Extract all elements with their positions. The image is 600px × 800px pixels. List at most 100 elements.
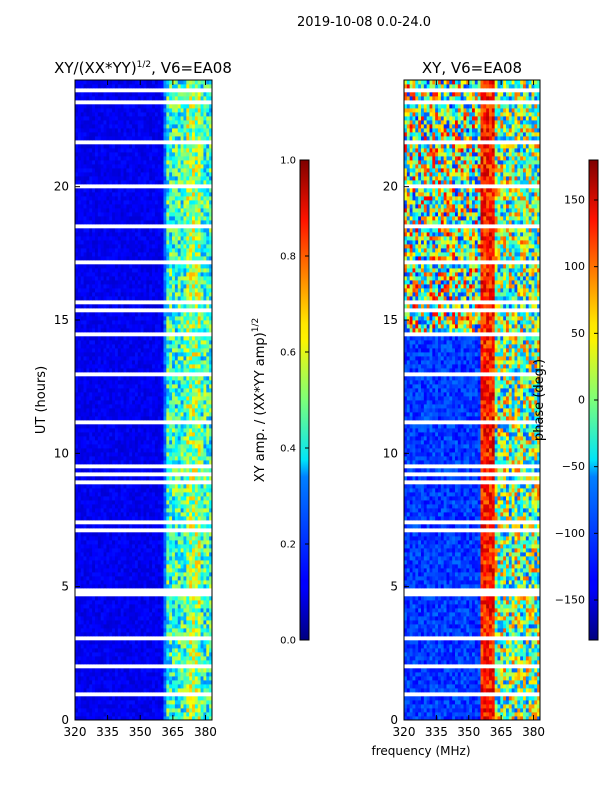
heat-cell — [206, 568, 210, 573]
heat-cell — [194, 412, 199, 417]
heat-cell — [186, 488, 190, 493]
heat-cell — [186, 596, 190, 601]
heat-cell — [200, 656, 204, 661]
heat-cell — [160, 688, 164, 693]
heat-cell — [112, 328, 116, 333]
heat-cell — [209, 292, 213, 297]
heat-cell — [134, 524, 139, 529]
heat-cell — [94, 648, 99, 653]
heat-cell — [112, 716, 116, 721]
heat-cell — [209, 604, 213, 609]
heat-cell — [137, 632, 142, 637]
heat-cell — [154, 500, 159, 505]
heat-cell — [86, 696, 90, 701]
heat-cell — [172, 368, 176, 373]
heat-cell — [117, 572, 122, 577]
heat-cell — [143, 392, 147, 397]
heat-cell — [114, 564, 119, 569]
heat-cell — [200, 560, 204, 565]
heat-cell — [174, 360, 179, 365]
heat-cell — [132, 340, 136, 345]
heat-cell — [180, 428, 184, 433]
heat-cell — [140, 560, 144, 565]
heat-cell — [169, 516, 173, 521]
heat-cell — [152, 268, 156, 273]
heat-cell — [149, 504, 153, 509]
heat-cell — [186, 552, 190, 557]
heat-cell — [146, 432, 150, 437]
heat-cell — [89, 668, 93, 673]
heat-cell — [166, 564, 170, 569]
heat-cell — [189, 344, 193, 349]
heat-cell — [75, 516, 79, 521]
heat-cell — [129, 572, 133, 577]
heat-cell — [126, 392, 130, 397]
heat-cell — [166, 452, 170, 457]
heat-cell — [203, 648, 207, 653]
heat-cell — [106, 356, 110, 361]
heat-cell — [163, 400, 167, 405]
heat-cell — [206, 448, 210, 453]
heat-cell — [83, 556, 87, 561]
heat-cell — [197, 624, 201, 629]
heat-cell — [86, 492, 90, 497]
heat-cell — [157, 716, 162, 721]
heat-cell — [209, 404, 213, 409]
heat-cell — [114, 712, 119, 717]
heat-cell — [183, 628, 187, 633]
heat-cell — [129, 468, 133, 473]
heat-cell — [166, 376, 170, 381]
heat-cell — [123, 424, 127, 429]
heat-cell — [120, 568, 124, 573]
heat-cell — [163, 556, 167, 561]
heat-cell — [152, 492, 156, 497]
heat-cell — [152, 408, 156, 413]
heat-cell — [143, 396, 147, 401]
heat-cell — [97, 632, 102, 637]
heat-cell — [77, 376, 82, 381]
heat-cell — [132, 660, 136, 665]
heat-cell — [114, 700, 119, 705]
heat-cell — [172, 652, 176, 657]
heat-cell — [166, 628, 170, 633]
heat-cell — [94, 600, 99, 605]
heat-cell — [83, 384, 87, 389]
heat-cell — [189, 644, 193, 649]
heat-cell — [109, 280, 113, 285]
heat-cell — [206, 348, 210, 353]
heat-cell — [143, 444, 147, 449]
heat-cell — [126, 500, 130, 505]
heat-cell — [126, 584, 130, 589]
heat-cell — [192, 652, 196, 657]
heat-cell — [106, 444, 110, 449]
heat-cell — [83, 712, 87, 717]
heat-cell — [174, 616, 179, 621]
heat-cell — [149, 704, 153, 709]
heat-cell — [83, 376, 87, 381]
heat-cell — [172, 552, 176, 557]
heat-cell — [97, 296, 102, 301]
heat-cell — [174, 248, 179, 253]
heat-cell — [192, 428, 196, 433]
heat-cell — [174, 460, 179, 465]
heat-cell — [160, 364, 164, 369]
heat-cell — [177, 276, 182, 281]
heat-cell — [123, 648, 127, 653]
heat-cell — [92, 652, 96, 657]
heat-cell — [163, 288, 167, 293]
heat-cell — [166, 320, 170, 325]
heat-cell — [75, 272, 79, 277]
heat-cell — [186, 512, 190, 517]
heat-cell — [186, 376, 190, 381]
heat-cell — [106, 248, 110, 253]
heat-cell — [169, 244, 173, 249]
heat-cell — [126, 320, 130, 325]
heat-cell — [103, 504, 107, 509]
heat-cell — [140, 652, 144, 657]
heat-cell — [197, 512, 201, 517]
heat-cell — [106, 696, 110, 701]
heat-cell — [109, 276, 113, 281]
heat-cell — [77, 536, 82, 541]
heat-cell — [97, 508, 102, 513]
heat-cell — [140, 700, 144, 705]
